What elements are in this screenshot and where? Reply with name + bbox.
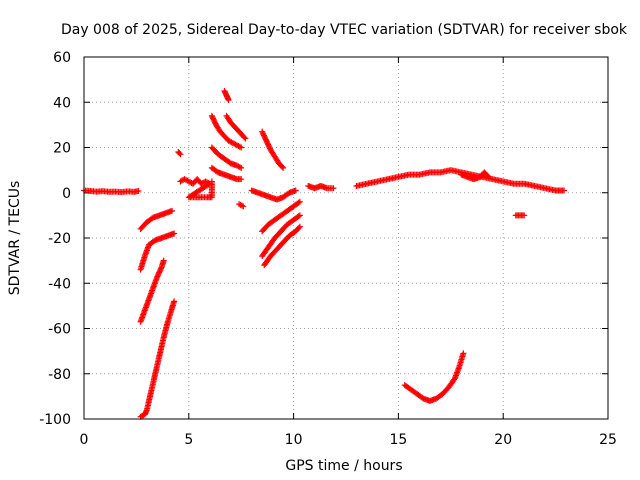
y-tick-label: -60 [48, 322, 71, 338]
data-point [460, 350, 467, 357]
data-point [240, 203, 247, 210]
series-arc-9-10c [261, 223, 303, 269]
y-tick-label: 20 [53, 141, 71, 157]
y-tick-label: 60 [53, 50, 71, 66]
data-points [81, 87, 567, 420]
y-tick-label: -20 [48, 231, 71, 247]
series-arc-1 [137, 207, 176, 232]
y-tick-label: 40 [53, 95, 71, 111]
series-cluster-5-6 [177, 176, 215, 201]
data-point [295, 213, 302, 220]
data-point [296, 198, 303, 205]
y-axis-label: SDTVAR / TECUs [7, 181, 23, 296]
x-tick-label: 10 [285, 432, 303, 448]
data-point [560, 187, 567, 194]
x-tick-label: 0 [80, 432, 89, 448]
data-point [485, 173, 492, 180]
data-point [238, 164, 245, 171]
data-point [241, 134, 248, 141]
series-arc-7-high [221, 87, 232, 103]
x-axis-label: GPS time / hours [285, 458, 402, 474]
series-cluster-18-19 [458, 169, 492, 183]
series-long-arc-13-23 [353, 167, 567, 194]
series-arc-9-10a [259, 198, 303, 235]
data-point [171, 230, 178, 237]
data-point [177, 151, 184, 158]
data-point [160, 257, 167, 264]
data-point [208, 178, 215, 185]
data-point [236, 143, 243, 150]
series-arc-4 [137, 298, 178, 420]
series-arc-6-7b [208, 144, 245, 171]
data-point [484, 172, 491, 179]
data-point [280, 164, 287, 171]
chart-title: Day 008 of 2025, Sidereal Day-to-day VTE… [61, 22, 628, 38]
y-tick-label: -40 [48, 276, 71, 292]
series-arc-2 [137, 230, 178, 273]
series-arc-9-10b [259, 212, 303, 260]
data-point [296, 223, 303, 230]
data-point [236, 164, 243, 171]
tick-labels: 0 5 10 15 20 25 -100 -80 -60 -40 -20 0 20 40 60 [39, 50, 617, 448]
data-point [176, 150, 183, 157]
data-point [279, 163, 286, 170]
series-arc-6-7a [208, 112, 245, 151]
data-point [521, 212, 528, 219]
series-spike-near-5 [175, 149, 184, 158]
data-point [296, 212, 303, 219]
x-tick-label: 5 [184, 432, 193, 448]
y-tick-label: -100 [39, 412, 71, 428]
series-dot-7 [236, 201, 247, 210]
data-point [242, 135, 249, 142]
series-arc-3 [137, 257, 167, 325]
data-point [225, 96, 232, 103]
plot-frame [83, 56, 609, 420]
data-point [295, 199, 302, 206]
data-point [292, 187, 299, 194]
series-arc-7-upper [223, 112, 249, 142]
series-dot-21 [512, 212, 528, 219]
grid-lines [84, 57, 608, 419]
data-point [171, 298, 178, 305]
data-point [330, 185, 337, 192]
series-cluster-11-12 [305, 182, 337, 192]
series-arc-8-9 [259, 128, 287, 171]
y-tick-label: -80 [48, 367, 71, 383]
data-point [295, 224, 302, 231]
series-arc-15-18 [401, 350, 467, 404]
series-baseline-early [81, 187, 142, 196]
data-point [238, 144, 245, 151]
series-arc-6-7c [208, 164, 245, 183]
series-cluster-8-10 [248, 187, 299, 203]
x-tick-label: 20 [494, 432, 512, 448]
data-point [238, 202, 245, 209]
data-point [169, 207, 176, 214]
x-tick-label: 15 [389, 432, 407, 448]
y-tick-label: 0 [62, 186, 71, 202]
x-tick-label: 25 [599, 432, 617, 448]
data-point [238, 176, 245, 183]
data-point [135, 187, 142, 194]
